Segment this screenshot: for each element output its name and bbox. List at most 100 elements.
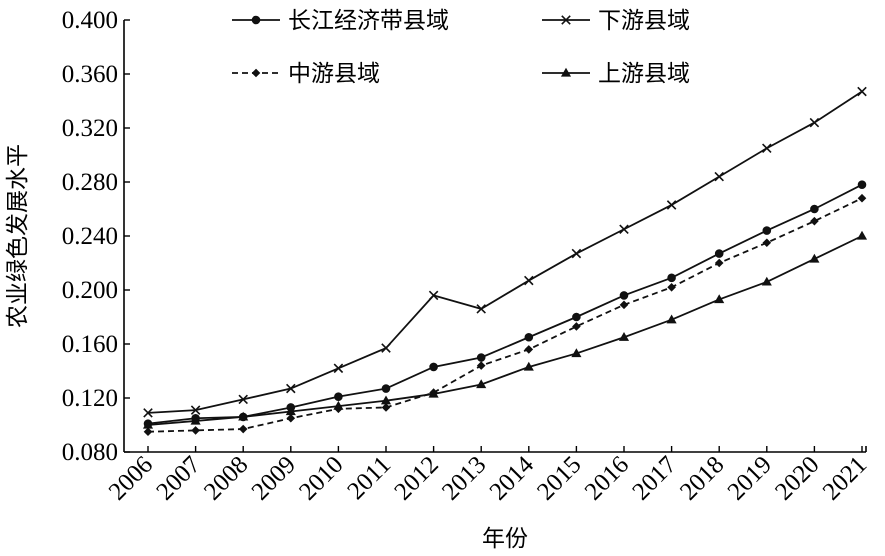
data-point bbox=[619, 224, 629, 235]
series-line bbox=[147, 235, 863, 426]
data-point bbox=[619, 300, 629, 310]
data-point bbox=[714, 294, 725, 304]
x-axis-title: 年份 bbox=[482, 526, 528, 552]
y-tick-label: 0.080 bbox=[62, 439, 118, 466]
data-point bbox=[333, 363, 344, 374]
data-point bbox=[857, 86, 867, 97]
data-point bbox=[571, 348, 582, 358]
data-point bbox=[572, 312, 581, 322]
data-point bbox=[667, 273, 676, 283]
x-tick-label: 2014 bbox=[485, 451, 540, 506]
data-point bbox=[143, 408, 153, 418]
legend-label: 长江经济带县域 bbox=[288, 8, 449, 34]
data-point bbox=[714, 171, 724, 182]
data-point bbox=[524, 345, 534, 354]
data-point bbox=[619, 291, 629, 300]
y-tick-label: 0.160 bbox=[62, 331, 118, 358]
legend-label: 中游县域 bbox=[288, 61, 380, 87]
y-tick-label: 0.320 bbox=[62, 115, 118, 142]
data-point bbox=[191, 426, 200, 435]
data-point bbox=[856, 230, 868, 240]
data-point bbox=[190, 415, 201, 425]
data-point bbox=[285, 406, 296, 416]
y-ticks: 0.080 0.120 0.160 0.200 0.240 0.280 0.320 0.360… bbox=[62, 7, 130, 466]
data-point bbox=[572, 322, 581, 331]
legend-label: 上游县域 bbox=[598, 61, 690, 87]
series-3 bbox=[143, 193, 867, 437]
y-tick-label: 0.400 bbox=[62, 7, 118, 34]
y-tick-label: 0.120 bbox=[62, 385, 118, 412]
legend-marker bbox=[251, 68, 261, 78]
data-point bbox=[238, 394, 248, 405]
data-point bbox=[143, 427, 153, 437]
x-tick-label: 2018 bbox=[675, 451, 729, 505]
data-point bbox=[381, 384, 391, 393]
data-point bbox=[428, 388, 439, 398]
data-point bbox=[667, 282, 676, 292]
data-point bbox=[809, 117, 820, 128]
legend-item: 上游县域 bbox=[542, 61, 690, 87]
data-point bbox=[238, 411, 249, 421]
data-point bbox=[761, 276, 772, 286]
data-point bbox=[857, 180, 867, 189]
data-point bbox=[428, 290, 439, 301]
data-point bbox=[333, 400, 344, 410]
data-point bbox=[809, 253, 820, 263]
legend-marker bbox=[561, 15, 571, 25]
data-point bbox=[238, 424, 248, 434]
series-2 bbox=[143, 86, 867, 418]
data-point bbox=[524, 275, 534, 286]
y-tick-label: 0.200 bbox=[62, 277, 118, 304]
data-point bbox=[762, 238, 772, 248]
y-tick-label: 0.240 bbox=[62, 223, 118, 250]
series-line bbox=[147, 90, 863, 414]
data-point bbox=[524, 332, 534, 342]
series bbox=[142, 86, 868, 437]
data-point bbox=[762, 143, 772, 154]
y-axis-title: 农业绿色发展水平 bbox=[5, 144, 31, 328]
data-point bbox=[857, 193, 867, 203]
data-point bbox=[286, 413, 296, 423]
data-point bbox=[810, 204, 819, 214]
data-point bbox=[286, 383, 296, 394]
data-point bbox=[618, 332, 630, 341]
data-point bbox=[334, 392, 343, 401]
data-point bbox=[380, 395, 392, 405]
x-tick-label: 2008 bbox=[199, 451, 253, 505]
x-tick-label: 2013 bbox=[437, 451, 491, 505]
data-point bbox=[429, 362, 438, 372]
x-tick-label: 2021 bbox=[818, 451, 872, 505]
x-tick-label: 2015 bbox=[532, 451, 586, 505]
data-point bbox=[762, 226, 772, 235]
data-point bbox=[523, 361, 534, 371]
legend-item: 长江经济带县域 bbox=[232, 8, 449, 34]
x-tick-label: 2012 bbox=[389, 451, 443, 505]
data-point bbox=[190, 405, 201, 415]
data-point bbox=[810, 216, 819, 226]
series-line bbox=[147, 197, 863, 433]
x-tick-label: 2019 bbox=[723, 451, 777, 505]
x-tick-label: 2007 bbox=[151, 451, 205, 505]
x-ticks: 2006200720082009201020112012201320142015… bbox=[104, 446, 872, 506]
data-point bbox=[666, 200, 677, 210]
data-point bbox=[142, 419, 154, 429]
x-tick-label: 2017 bbox=[627, 451, 681, 505]
legend-item: 中游县域 bbox=[232, 61, 380, 87]
legend-label: 下游县域 bbox=[598, 8, 690, 34]
series-line bbox=[147, 183, 863, 425]
data-point bbox=[381, 403, 391, 412]
series-1 bbox=[143, 180, 867, 428]
y-tick-label: 0.280 bbox=[62, 169, 118, 196]
x-tick-label: 2011 bbox=[342, 451, 396, 505]
data-point bbox=[666, 314, 677, 324]
legend-marker bbox=[251, 15, 261, 25]
x-tick-label: 2010 bbox=[294, 451, 348, 505]
data-point bbox=[381, 343, 391, 353]
data-point bbox=[714, 249, 724, 258]
data-point bbox=[476, 353, 486, 362]
x-tick-label: 2009 bbox=[247, 451, 301, 505]
data-point bbox=[476, 361, 486, 370]
series-4 bbox=[142, 230, 868, 429]
